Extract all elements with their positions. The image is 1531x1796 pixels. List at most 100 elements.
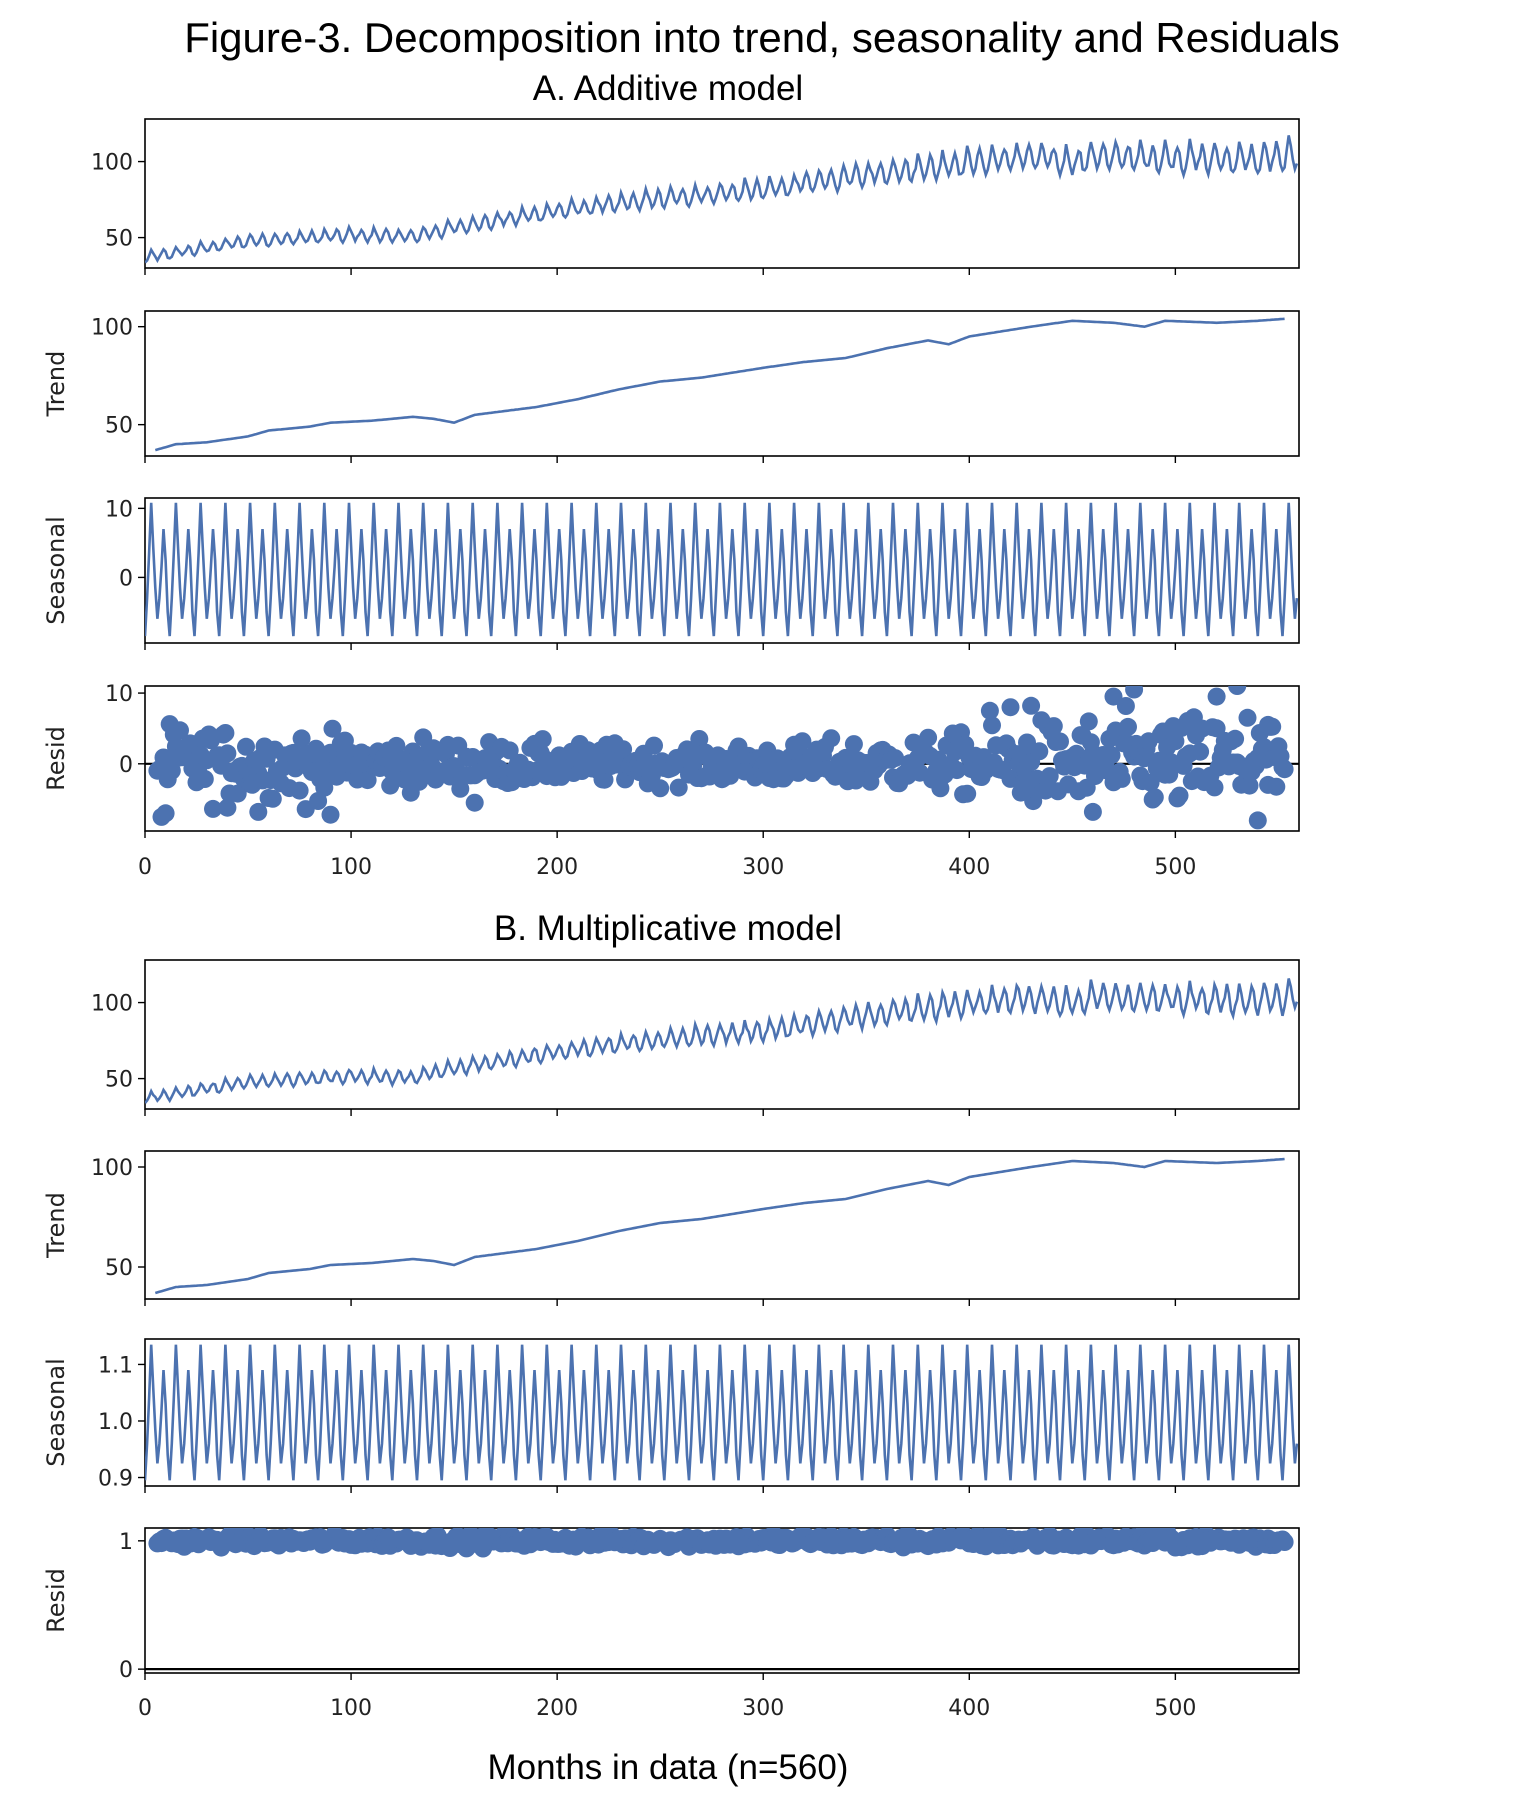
y-tick-label: 1 [119, 1530, 133, 1555]
y-axis-label: Trend [42, 351, 70, 418]
x-tick-label: 200 [536, 855, 578, 880]
panel-additive-trend: 50 100 Trend [42, 310, 1300, 463]
resid-point [1267, 777, 1286, 796]
resid-point [690, 730, 709, 748]
resid-point [323, 719, 342, 738]
resid-point [1001, 698, 1020, 717]
resid-point [1240, 776, 1259, 795]
y-tick-label: 0 [119, 1658, 133, 1683]
panel-additive-observed: 50 100 [91, 118, 1300, 275]
resid-point [1238, 708, 1257, 727]
resid-point [645, 736, 663, 755]
y-tick-label: 0 [119, 566, 133, 591]
resid-point [381, 776, 400, 795]
seasonal-series-line [145, 1344, 1299, 1481]
y-tick-label: 1.1 [98, 1353, 133, 1378]
resid-point [1083, 802, 1102, 821]
panel-multiplicative-resid: 0 100 200 300 400 500 0 1 Resid [42, 1527, 1300, 1721]
resid-point [1191, 742, 1210, 761]
resid-point [958, 784, 977, 803]
seasonal-series-line [145, 502, 1299, 637]
observed-series-line [145, 978, 1299, 1104]
resid-point [321, 805, 340, 824]
x-tick-label: 0 [138, 855, 152, 880]
y-tick-label: 50 [105, 1068, 133, 1093]
resid-point [218, 798, 237, 817]
resid-point [1119, 717, 1137, 736]
resid-point [500, 741, 519, 760]
resid-point [292, 729, 311, 748]
resid-point [1022, 696, 1041, 715]
y-tick-label: 100 [91, 151, 133, 176]
y-tick-label: 10 [105, 497, 133, 522]
x-axis-label: Months in data (n=560) [488, 1748, 849, 1787]
figure-title: Figure-3. Decomposition into trend, seas… [184, 14, 1340, 61]
x-tick-label: 0 [138, 1696, 152, 1721]
resid-point [237, 737, 255, 756]
resid-point [1104, 687, 1123, 706]
trend-series-line [154, 1157, 1285, 1295]
resid-point [1275, 1533, 1294, 1551]
y-tick-label: 100 [91, 992, 133, 1017]
resid-point [1248, 811, 1267, 830]
resid-point [1044, 717, 1063, 736]
plot-frame [144, 1338, 1300, 1487]
x-tick-label: 100 [330, 855, 372, 880]
resid-point [1051, 732, 1069, 751]
panel-multiplicative-observed: 50 100 [91, 959, 1300, 1116]
resid-point [1141, 773, 1160, 792]
y-tick-label: 50 [105, 1256, 133, 1281]
plot-frame [144, 1150, 1300, 1300]
resid-point [669, 778, 688, 797]
resid-point [296, 800, 315, 819]
resid-point [651, 779, 670, 798]
resid-point [1205, 778, 1224, 797]
y-tick-label: 10 [105, 682, 133, 707]
x-tick-label: 300 [742, 1696, 784, 1721]
resid-point [218, 744, 237, 763]
panel-multiplicative-trend: 50 100 Trend [42, 1150, 1300, 1306]
resid-point [822, 729, 841, 748]
panel-additive-seasonal: 0 10 Seasonal [42, 497, 1300, 650]
resid-point [793, 732, 812, 751]
resid-point [931, 779, 950, 798]
resid-point [228, 784, 247, 803]
y-tick-label: 50 [105, 227, 133, 252]
resid-point [1259, 715, 1278, 734]
resid-point [290, 781, 309, 800]
resid-point [1102, 746, 1121, 765]
y-tick-label: 0 [119, 753, 133, 778]
multiplicative-model-title: B. Multiplicative model [494, 909, 842, 948]
resid-point [947, 761, 966, 780]
resid-point [263, 789, 282, 808]
y-axis-label: Trend [42, 1192, 70, 1259]
observed-series-line [145, 135, 1299, 264]
resid-point [1145, 788, 1164, 807]
resid-point [1116, 697, 1135, 715]
y-tick-label: 1.0 [98, 1410, 133, 1435]
resid-point [614, 740, 633, 759]
plot-area [154, 317, 1285, 452]
plot-frame [144, 497, 1300, 644]
y-axis-label: Seasonal [42, 516, 70, 624]
resid-point [249, 802, 268, 821]
x-tick-label: 400 [948, 855, 990, 880]
y-tick-label: 0.9 [98, 1467, 133, 1492]
plot-frame [144, 310, 1300, 457]
resid-point [980, 701, 999, 720]
resid-point [216, 724, 235, 742]
resid-point [886, 749, 905, 768]
resid-point [315, 778, 334, 797]
resid-point [983, 716, 1001, 735]
panel-additive-resid: 0 100 200 300 400 500 0 10 Resid [42, 682, 1300, 880]
x-tick-label: 300 [742, 855, 784, 880]
plot-frame [144, 1527, 1300, 1674]
resid-point [1170, 786, 1189, 805]
resid-point [844, 735, 863, 754]
additive-model-title: A. Additive model [533, 69, 803, 108]
y-axis-label: Resid [42, 726, 70, 791]
plot-area [145, 135, 1299, 264]
x-tick-label: 100 [330, 1696, 372, 1721]
resid-point [1228, 686, 1247, 695]
